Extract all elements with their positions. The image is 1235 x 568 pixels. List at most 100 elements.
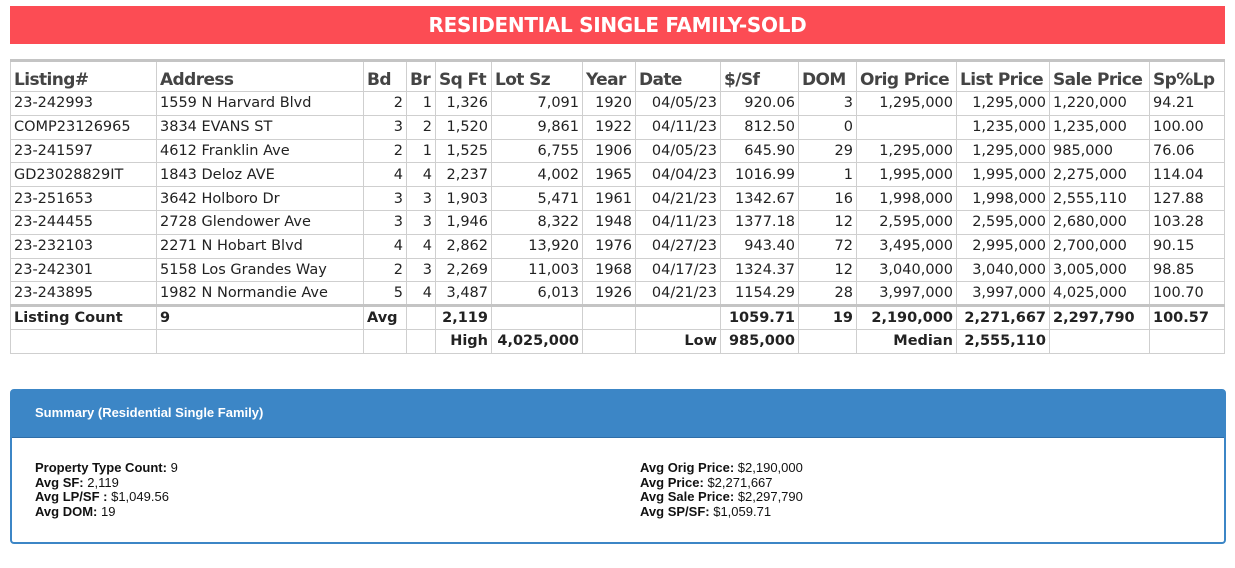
cell-lotsz: 6,013 <box>491 281 583 307</box>
col-header-splp: Sp%Lp <box>1149 59 1225 92</box>
summary-item: Avg Price: $2,271,667 <box>640 474 803 491</box>
cell-year: 1922 <box>582 114 636 140</box>
cell-orig-price: 3,495,000 <box>856 233 957 259</box>
summary-right-column: Avg Orig Price: $2,190,000 Avg Price: $2… <box>640 460 803 519</box>
cell-date: 04/05/23 <box>635 138 721 164</box>
cell-listing: 23-242993 <box>10 91 157 116</box>
empty-cell <box>582 304 636 330</box>
median-label: Median <box>856 328 957 354</box>
avg-label: Avg <box>363 304 407 330</box>
cell-sale-price: 3,005,000 <box>1049 257 1150 283</box>
cell-date: 04/21/23 <box>635 186 721 211</box>
cell-year: 1926 <box>582 281 636 307</box>
col-header-sale-price: Sale Price <box>1049 59 1150 92</box>
cell-sqft: 1,946 <box>435 209 492 235</box>
cell-br: 3 <box>406 257 436 283</box>
cell-list-price: 3,040,000 <box>956 257 1050 283</box>
cell-splp: 103.28 <box>1149 209 1225 235</box>
cell-listing: 23-242301 <box>10 257 157 283</box>
summary-value: $1,049.56 <box>111 489 169 505</box>
cell-orig-price: 3,040,000 <box>856 257 957 283</box>
cell-br: 3 <box>406 209 436 235</box>
cell-date: 04/05/23 <box>635 91 721 116</box>
cell-splp: 76.06 <box>1149 138 1225 164</box>
cell-listing: 23-241597 <box>10 138 157 164</box>
summary-key: Avg Price: <box>640 474 704 490</box>
cell-lotsz: 9,861 <box>491 114 583 140</box>
cell-sqft: 1,520 <box>435 114 492 140</box>
report-title-banner: RESIDENTIAL SINGLE FAMILY-SOLD <box>10 6 1225 44</box>
report-title: RESIDENTIAL SINGLE FAMILY-SOLD <box>428 13 807 37</box>
cell-address: 1982 N Normandie Ave <box>156 281 364 307</box>
cell-date: 04/11/23 <box>635 209 721 235</box>
cell-address: 5158 Los Grandes Way <box>156 257 364 283</box>
cell-psf: 645.90 <box>720 138 799 164</box>
cell-date: 04/04/23 <box>635 162 721 188</box>
table-row: 23-242301 5158 Los Grandes Way 2 3 2,269… <box>10 257 1225 283</box>
avg-splp: 100.57 <box>1149 304 1225 330</box>
avg-list-price: 2,271,667 <box>956 304 1050 330</box>
cell-bd: 4 <box>363 233 407 259</box>
cell-address: 1559 N Harvard Blvd <box>156 91 364 116</box>
empty-cell <box>363 328 407 354</box>
cell-list-price: 1,995,000 <box>956 162 1050 188</box>
cell-year: 1948 <box>582 209 636 235</box>
cell-listing: 23-251653 <box>10 186 157 211</box>
cell-sqft: 1,326 <box>435 91 492 116</box>
table-row: COMP23126965 3834 EVANS ST 3 2 1,520 9,8… <box>10 114 1225 140</box>
summary-item: Avg Sale Price: $2,297,790 <box>640 489 803 505</box>
cell-listing: 23-244455 <box>10 209 157 235</box>
cell-sale-price: 2,275,000 <box>1049 162 1150 188</box>
cell-sale-price: 2,555,110 <box>1049 186 1150 211</box>
summary-key: Avg Sale Price: <box>640 489 735 505</box>
cell-listing: 23-243895 <box>10 281 157 307</box>
high-label: High <box>435 328 492 354</box>
cell-lotsz: 13,920 <box>491 233 583 259</box>
cell-bd: 3 <box>363 209 407 235</box>
cell-br: 1 <box>406 91 436 116</box>
empty-cell <box>406 304 436 330</box>
listing-count-label: Listing Count <box>10 304 157 330</box>
cell-orig-price: 1,295,000 <box>856 91 957 116</box>
avg-orig-price: 2,190,000 <box>856 304 957 330</box>
cell-address: 2271 N Hobart Blvd <box>156 233 364 259</box>
cell-sqft: 2,237 <box>435 162 492 188</box>
summary-row: Listing Count 9 Avg 2,119 1059.71 19 2,1… <box>10 304 1225 330</box>
cell-list-price: 2,595,000 <box>956 209 1050 235</box>
col-header-address: Address <box>156 59 364 92</box>
cell-orig-price: 2,595,000 <box>856 209 957 235</box>
col-header-lotsz: Lot Sz <box>491 59 583 92</box>
cell-list-price: 2,995,000 <box>956 233 1050 259</box>
cell-splp: 98.85 <box>1149 257 1225 283</box>
cell-splp: 114.04 <box>1149 162 1225 188</box>
cell-sale-price: 2,700,000 <box>1049 233 1150 259</box>
col-header-year: Year <box>582 59 636 92</box>
high-value: 4,025,000 <box>491 328 583 354</box>
stats-row: High 4,025,000 Low 985,000 Median 2,555,… <box>10 328 1225 354</box>
cell-dom: 3 <box>798 91 857 116</box>
cell-dom: 28 <box>798 281 857 307</box>
summary-value: $2,190,000 <box>737 460 803 475</box>
col-header-orig-price: Orig Price <box>856 59 957 92</box>
cell-bd: 5 <box>363 281 407 307</box>
summary-key: Avg Orig Price: <box>640 460 735 475</box>
summary-value: $1,059.71 <box>713 503 772 519</box>
cell-psf: 1154.29 <box>720 281 799 307</box>
avg-sqft: 2,119 <box>435 304 492 330</box>
cell-psf: 943.40 <box>720 233 799 259</box>
summary-key: Avg SP/SF: <box>640 503 710 519</box>
summary-item: Avg DOM: 19 <box>35 503 178 520</box>
cell-bd: 2 <box>363 257 407 283</box>
avg-dom: 19 <box>798 304 857 330</box>
cell-lotsz: 8,322 <box>491 209 583 235</box>
empty-cell <box>406 328 436 354</box>
summary-value: 19 <box>100 503 116 519</box>
summary-item: Property Type Count: 9 <box>35 460 178 476</box>
cell-orig-price: 3,997,000 <box>856 281 957 307</box>
cell-listing: COMP23126965 <box>10 114 157 140</box>
cell-sqft: 2,269 <box>435 257 492 283</box>
table-row: 23-244455 2728 Glendower Ave 3 3 1,946 8… <box>10 209 1225 235</box>
col-header-date: Date <box>635 59 721 92</box>
cell-br: 4 <box>406 233 436 259</box>
col-header-list-price: List Price <box>956 59 1050 92</box>
